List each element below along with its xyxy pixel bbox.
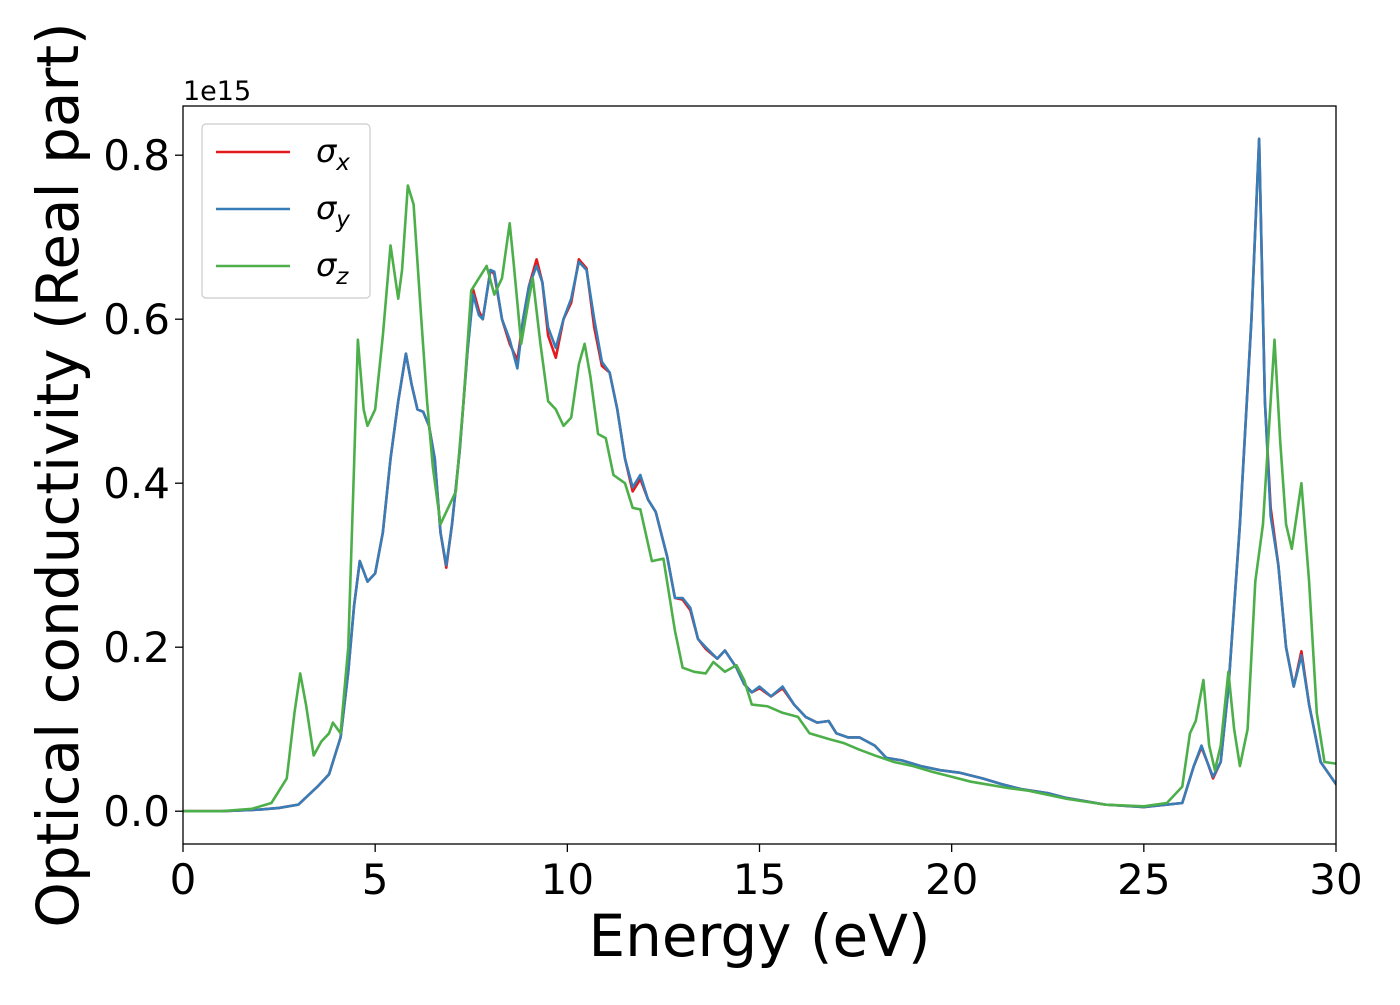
y-tick-label: 0.6 (103, 295, 170, 344)
series-layer (183, 137, 1336, 813)
x-axis: 0 5 10 15 20 25 30 (170, 844, 1363, 904)
y-tick-label: 0.0 (103, 787, 170, 836)
y-axis: 0.0 0.2 0.4 0.6 0.8 (103, 131, 183, 836)
y-offset-text: 1e15 (183, 76, 251, 107)
x-tick-label: 10 (541, 855, 594, 904)
legend-entry-y: σy (216, 189, 350, 233)
x-tick-label: 30 (1309, 855, 1362, 904)
x-tick-label: 20 (925, 855, 978, 904)
legend-label: σy (316, 189, 350, 233)
legend-box (201, 123, 371, 299)
series-line-y (183, 137, 1336, 813)
x-tick-label: 5 (362, 855, 389, 904)
x-tick-label: 25 (1117, 855, 1170, 904)
y-tick-label: 0.2 (103, 623, 170, 672)
legend-entry-x: σx (216, 132, 350, 176)
y-tick-label: 0.4 (103, 459, 170, 508)
legend-label: σx (316, 132, 350, 176)
y-tick-label: 0.8 (103, 131, 170, 180)
y-axis-label: Optical conductivity (Real part) (24, 22, 92, 927)
x-axis-label: Energy (eV) (588, 902, 930, 970)
x-tick-label: 0 (170, 855, 197, 904)
series-line-z (183, 184, 1336, 813)
x-tick-label: 15 (733, 855, 786, 904)
